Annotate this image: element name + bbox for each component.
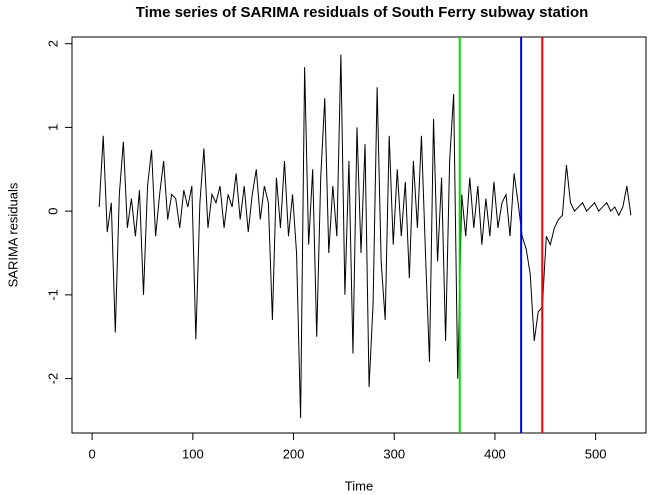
- y-tick-label: -1: [45, 289, 60, 301]
- y-tick-label: 0: [45, 208, 60, 215]
- x-tick-label: 200: [283, 446, 305, 461]
- series-line: [98, 54, 632, 418]
- plot-box: [71, 36, 647, 434]
- x-tick-label: 0: [89, 446, 96, 461]
- chart-title: Time series of SARIMA residuals of South…: [136, 4, 589, 21]
- x-tick-label: 400: [484, 446, 506, 461]
- x-tick-label: 300: [383, 446, 405, 461]
- x-axis-label: Time: [345, 478, 373, 493]
- y-tick-label: 1: [45, 124, 60, 131]
- y-tick-label: 2: [45, 40, 60, 47]
- x-tick-label: 500: [585, 446, 607, 461]
- x-tick-label: 100: [182, 446, 204, 461]
- y-tick-label: -2: [45, 373, 60, 385]
- y-axis-label: SARIMA residuals: [5, 182, 20, 287]
